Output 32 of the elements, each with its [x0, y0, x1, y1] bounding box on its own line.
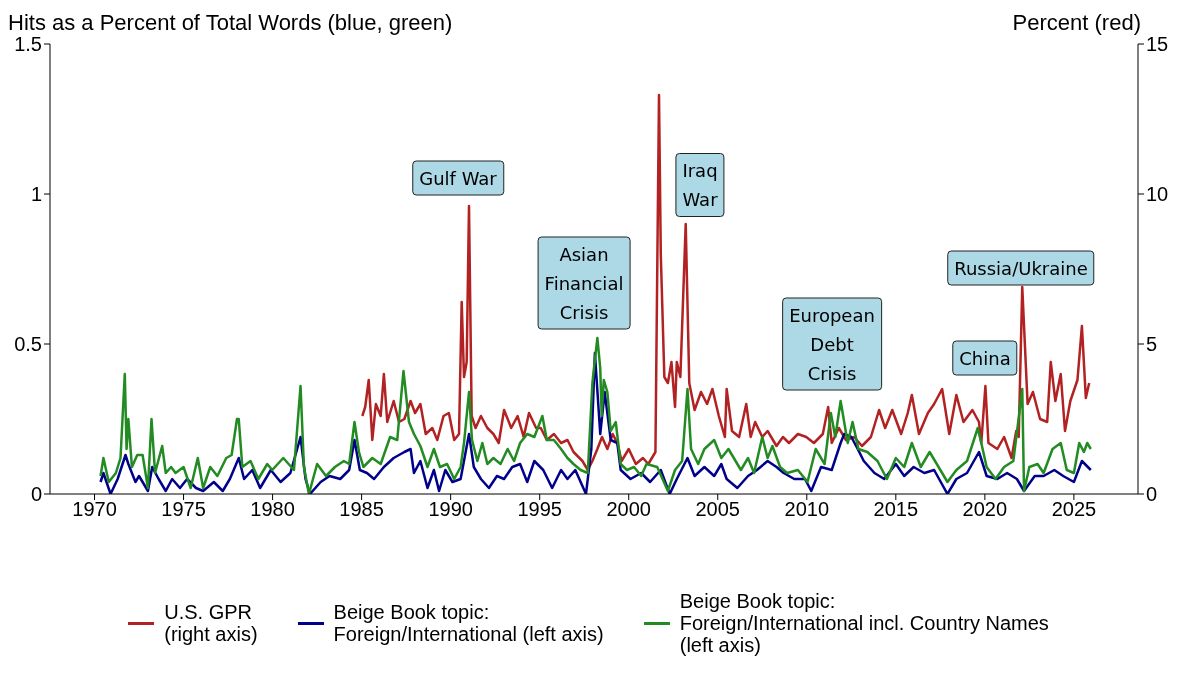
x-tick-label: 1970	[72, 498, 117, 521]
legend-label: Beige Book topic: Foreign/International (left axis)	[333, 601, 604, 645]
annotation: Russia/Ukraine	[947, 250, 1095, 286]
x-tick-label: 1995	[517, 498, 562, 521]
y2-axis-title: Percent (red)	[1012, 10, 1141, 36]
annotation: Asian Financial Crisis	[537, 236, 631, 330]
y-axis-title: Hits as a Percent of Total Words (blue, green)	[8, 10, 453, 36]
x-tick-label: 2020	[962, 498, 1008, 521]
x-tick-label: 1990	[428, 498, 473, 521]
annotation: Iraq War	[675, 153, 725, 217]
y2-tick-label: 10	[1146, 183, 1169, 206]
y-tick-label: 1	[30, 183, 42, 206]
y-tick-label: 0	[30, 483, 42, 506]
legend-label: U.S. GPR (right axis)	[164, 601, 258, 645]
y2-tick-label: 0	[1146, 483, 1158, 506]
annotation: Gulf War	[412, 160, 504, 196]
annotation: China	[952, 340, 1018, 376]
annotation: European Debt Crisis	[782, 297, 882, 391]
x-tick-label: 2010	[784, 498, 830, 521]
x-tick-label: 1975	[161, 498, 206, 521]
y-tick-label: 0.5	[14, 333, 42, 356]
x-tick-label: 2025	[1051, 498, 1097, 521]
x-tick-label: 2000	[606, 498, 651, 521]
line-series	[361, 93, 1091, 472]
x-tick-label: 1985	[339, 498, 384, 521]
y2-tick-label: 15	[1146, 33, 1169, 56]
y-tick-label: 1.5	[14, 33, 42, 56]
x-tick-label: 2005	[695, 498, 741, 521]
y2-tick-label: 5	[1146, 333, 1158, 356]
x-tick-label: 2015	[873, 498, 919, 521]
x-tick-label: 1980	[250, 498, 295, 521]
legend-label: Beige Book topic: Foreign/International incl. Country Names (left axis)	[679, 590, 1049, 656]
